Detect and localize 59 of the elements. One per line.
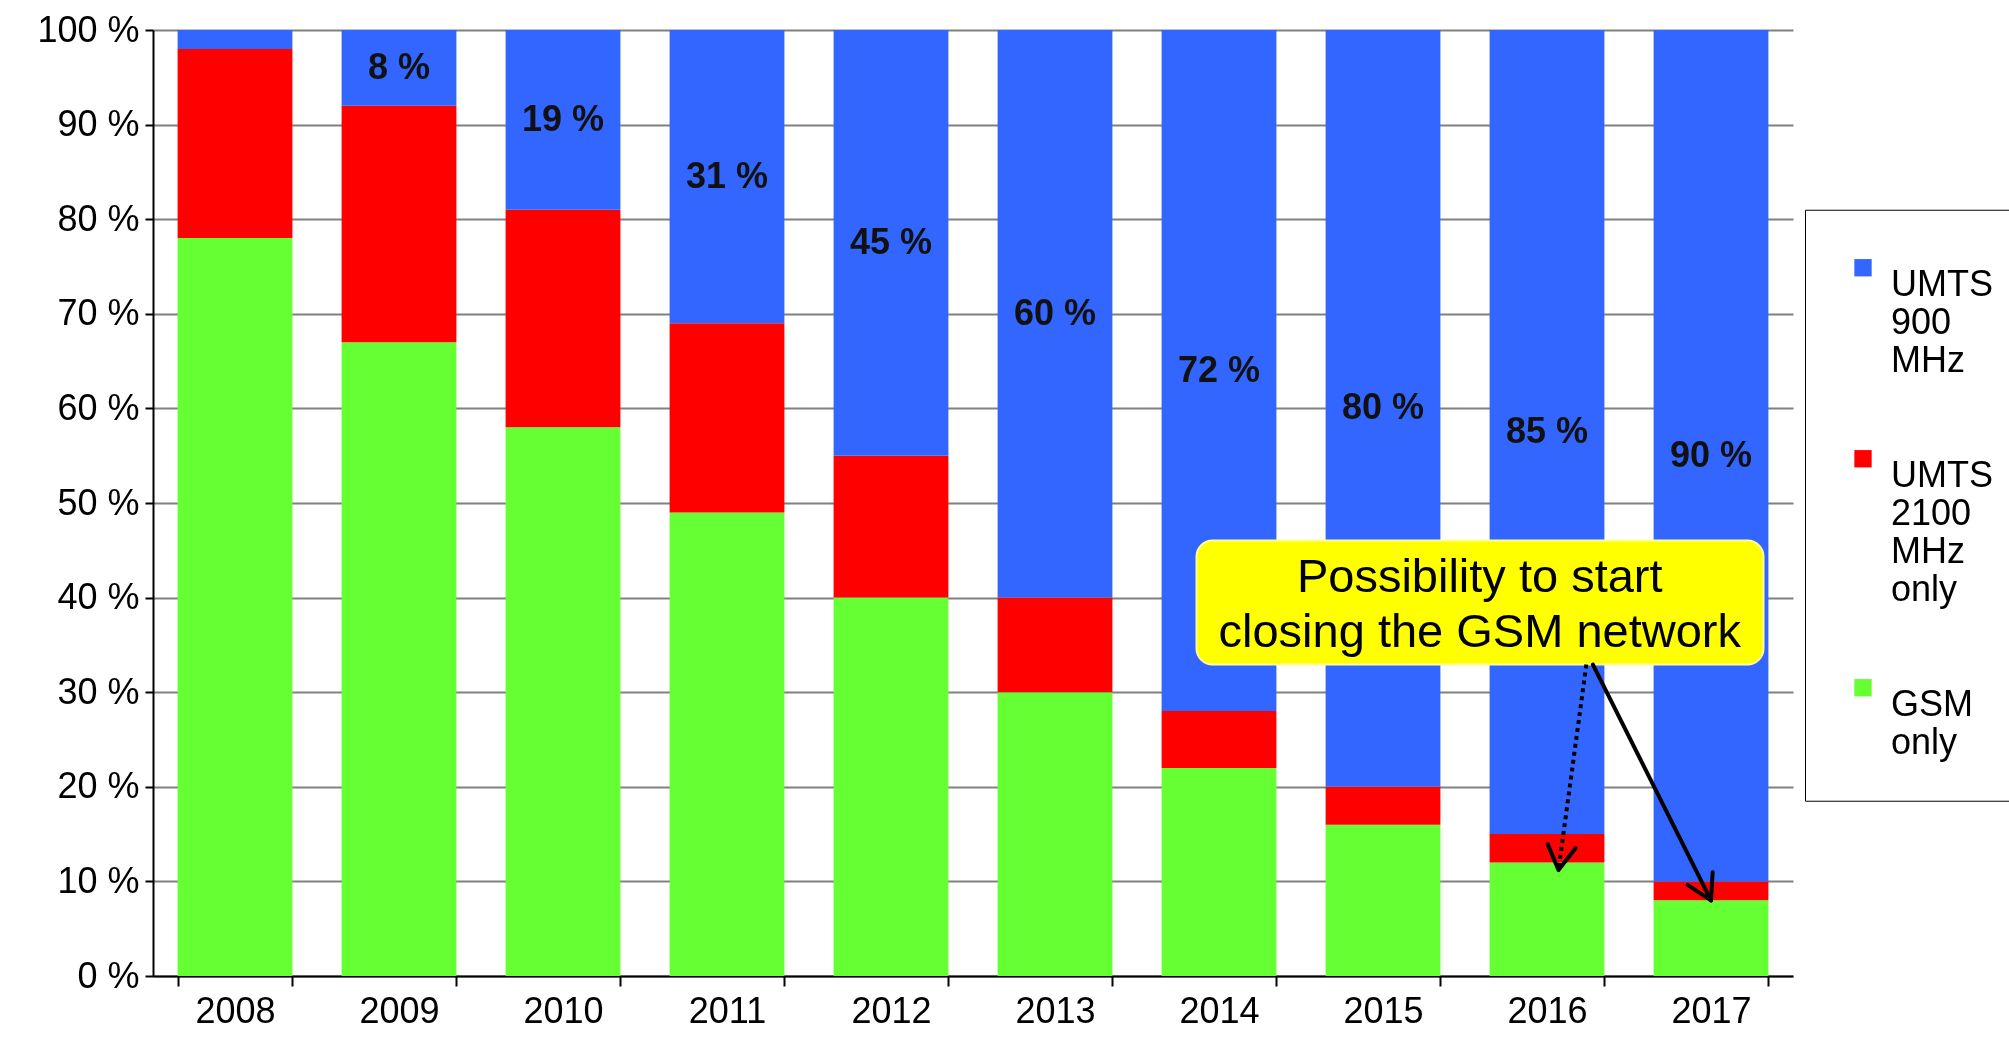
bar [1489, 862, 1605, 976]
legend-label: GSM only [1891, 682, 1974, 762]
data-label: 19 % [521, 97, 605, 139]
y-tick-label: 100 % [37, 8, 140, 50]
x-tick-label: 2017 [1671, 989, 1752, 1031]
bar [669, 30, 785, 324]
bar [833, 30, 949, 456]
bar [833, 455, 949, 598]
y-tick-label: 50 % [57, 481, 140, 523]
x-tick-label: 2011 [688, 989, 767, 1031]
x-tick-label: 2010 [523, 989, 604, 1031]
bar [177, 238, 293, 976]
bar [833, 597, 949, 976]
bar [1325, 786, 1441, 825]
bar [177, 30, 293, 49]
y-tick-label: 10 % [57, 859, 140, 901]
y-tick-label: 30 % [57, 670, 140, 712]
bar [1489, 834, 1605, 863]
bar [1653, 900, 1769, 976]
data-label: 31 % [685, 154, 769, 196]
bar [1161, 711, 1277, 768]
bar [997, 597, 1113, 693]
y-tick-label: 0 % [77, 954, 140, 996]
bar [997, 692, 1113, 976]
bar [997, 30, 1113, 598]
bar [341, 30, 457, 106]
x-tick-label: 2013 [1015, 989, 1096, 1031]
data-label: 80 % [1341, 386, 1425, 428]
bar [177, 48, 293, 239]
y-tick-label: 40 % [57, 576, 140, 618]
bar [669, 512, 785, 976]
bar [505, 427, 621, 976]
x-tick-label: 2016 [1507, 989, 1588, 1031]
data-label: 45 % [849, 220, 933, 262]
data-label: 8 % [367, 45, 431, 87]
y-tick-label: 90 % [57, 103, 140, 145]
y-tick-label: 20 % [57, 765, 140, 807]
bar [505, 30, 621, 210]
y-tick-label: 60 % [57, 386, 140, 428]
bar [505, 209, 621, 428]
data-label: 90 % [1669, 433, 1753, 475]
bar [341, 342, 457, 976]
x-tick-label: 2008 [195, 989, 276, 1031]
x-tick-label: 2012 [851, 989, 932, 1031]
bar [1161, 767, 1277, 976]
x-tick-label: 2014 [1179, 989, 1260, 1031]
bar [341, 105, 457, 343]
bar [669, 323, 785, 513]
legend-label: UMTS 2100 MHz only [1891, 453, 1993, 609]
data-label: 60 % [1013, 291, 1097, 333]
annotation: Possibility to start closing the GSM network [1218, 548, 1742, 657]
data-label: 72 % [1177, 348, 1261, 390]
x-tick-label: 2015 [1343, 989, 1424, 1031]
data-label: 85 % [1505, 410, 1589, 452]
bar [1325, 824, 1441, 976]
legend-label: UMTS 900 MHz [1891, 262, 1993, 380]
y-tick-label: 70 % [57, 292, 140, 334]
x-tick-label: 2009 [359, 989, 440, 1031]
y-tick-label: 80 % [57, 197, 140, 239]
